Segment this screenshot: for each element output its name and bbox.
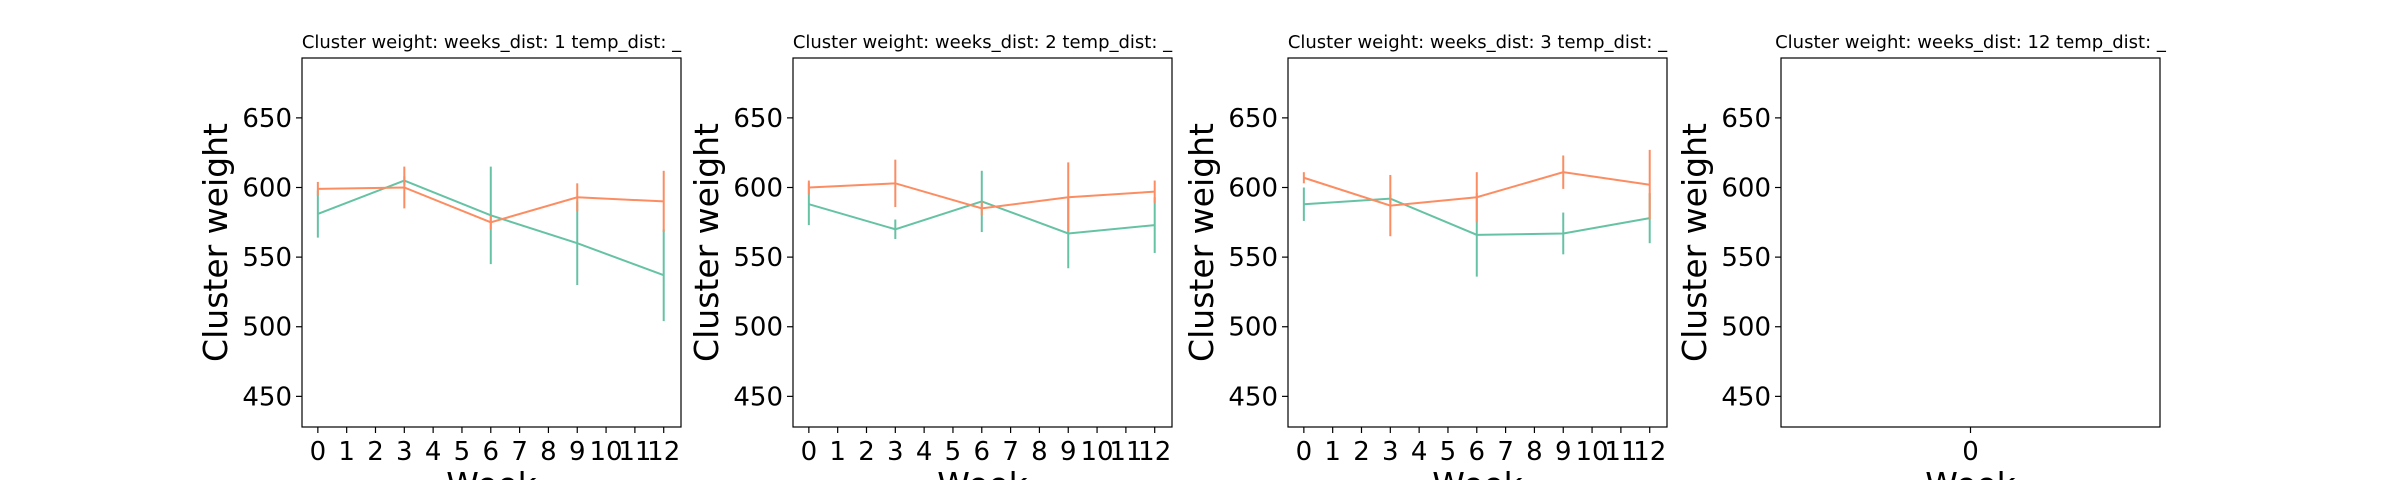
y-tick-label: 500: [1228, 313, 1278, 343]
x-tick-label: 11: [1604, 437, 1637, 467]
y-tick-label: 650: [1721, 104, 1771, 134]
y-tick-label: 450: [1228, 382, 1278, 412]
subplot-title: Cluster weight: weeks_dist: 1 temp_dist:…: [302, 32, 682, 53]
x-tick-label: 9: [1060, 437, 1077, 467]
x-tick-label: 12: [647, 437, 680, 467]
subplot: Cluster weight: weeks_dist: 1 temp_dist:…: [196, 32, 682, 480]
subplot-title: Cluster weight: weeks_dist: 2 temp_dist:…: [793, 32, 1173, 53]
y-axis-label: Cluster weight: [1675, 123, 1714, 362]
y-tick-label: 600: [1228, 173, 1278, 203]
x-tick-label: 1: [338, 437, 355, 467]
x-tick-label: 10: [590, 437, 623, 467]
x-tick-label: 0: [801, 437, 818, 467]
subplot: Cluster weight: weeks_dist: 3 temp_dist:…: [1182, 32, 1668, 480]
y-axis-label: Cluster weight: [687, 123, 726, 362]
x-tick-label: 9: [1555, 437, 1572, 467]
x-tick-label: 5: [1440, 437, 1457, 467]
x-tick-label: 7: [1002, 437, 1019, 467]
x-axis-label: Week: [1432, 465, 1523, 480]
x-tick-label: 5: [454, 437, 471, 467]
y-tick-label: 550: [242, 243, 292, 273]
y-axis-label: Cluster weight: [196, 123, 235, 362]
x-axis-label: Week: [446, 465, 537, 480]
subplot-title: Cluster weight: weeks_dist: 12 temp_dist…: [1775, 32, 2167, 53]
x-tick-label: 11: [1109, 437, 1142, 467]
x-tick-label: 2: [1353, 437, 1370, 467]
x-tick-label: 7: [511, 437, 528, 467]
x-tick-label: 3: [887, 437, 904, 467]
y-tick-label: 450: [1721, 382, 1771, 412]
x-tick-label: 0: [310, 437, 327, 467]
y-tick-label: 500: [1721, 313, 1771, 343]
x-tick-label: 2: [367, 437, 384, 467]
axes-frame: [301, 57, 682, 428]
x-tick-label: 0: [1962, 437, 1979, 467]
x-axis-label: Week: [1925, 465, 2016, 480]
subplot-title: Cluster weight: weeks_dist: 3 temp_dist:…: [1288, 32, 1668, 53]
y-tick-label: 450: [242, 382, 292, 412]
x-tick-label: 1: [1324, 437, 1341, 467]
y-tick-label: 650: [1228, 104, 1278, 134]
x-axis-label: Week: [937, 465, 1028, 480]
x-tick-label: 12: [1138, 437, 1171, 467]
x-tick-label: 1: [829, 437, 846, 467]
subplot: Cluster weight: weeks_dist: 12 temp_dist…: [1675, 32, 2167, 480]
y-tick-label: 600: [242, 173, 292, 203]
x-tick-label: 8: [1031, 437, 1048, 467]
x-tick-label: 6: [483, 437, 500, 467]
x-tick-label: 6: [974, 437, 991, 467]
x-tick-label: 10: [1081, 437, 1114, 467]
x-tick-label: 4: [916, 437, 933, 467]
x-tick-label: 7: [1497, 437, 1514, 467]
x-tick-label: 9: [569, 437, 586, 467]
y-axis-label: Cluster weight: [1182, 123, 1221, 362]
y-tick-label: 500: [733, 313, 783, 343]
subplot: Cluster weight: weeks_dist: 2 temp_dist:…: [687, 32, 1173, 480]
y-tick-label: 600: [1721, 173, 1771, 203]
x-tick-label: 6: [1469, 437, 1486, 467]
x-tick-label: 5: [945, 437, 962, 467]
axes-frame: [792, 57, 1173, 428]
axes-frame: [1287, 57, 1668, 428]
x-tick-label: 0: [1296, 437, 1313, 467]
x-tick-label: 11: [618, 437, 651, 467]
x-tick-label: 8: [1526, 437, 1543, 467]
y-tick-label: 550: [1228, 243, 1278, 273]
x-tick-label: 2: [858, 437, 875, 467]
x-tick-label: 4: [425, 437, 442, 467]
y-tick-label: 650: [242, 104, 292, 134]
x-tick-label: 10: [1576, 437, 1609, 467]
y-tick-label: 600: [733, 173, 783, 203]
y-tick-label: 550: [1721, 243, 1771, 273]
y-tick-label: 450: [733, 382, 783, 412]
x-tick-label: 12: [1633, 437, 1666, 467]
x-tick-label: 8: [540, 437, 557, 467]
x-tick-label: 4: [1411, 437, 1428, 467]
y-tick-label: 500: [242, 313, 292, 343]
x-tick-label: 3: [1382, 437, 1399, 467]
y-tick-label: 650: [733, 104, 783, 134]
axes-frame: [1780, 57, 2161, 428]
x-tick-label: 3: [396, 437, 413, 467]
y-tick-label: 550: [733, 243, 783, 273]
